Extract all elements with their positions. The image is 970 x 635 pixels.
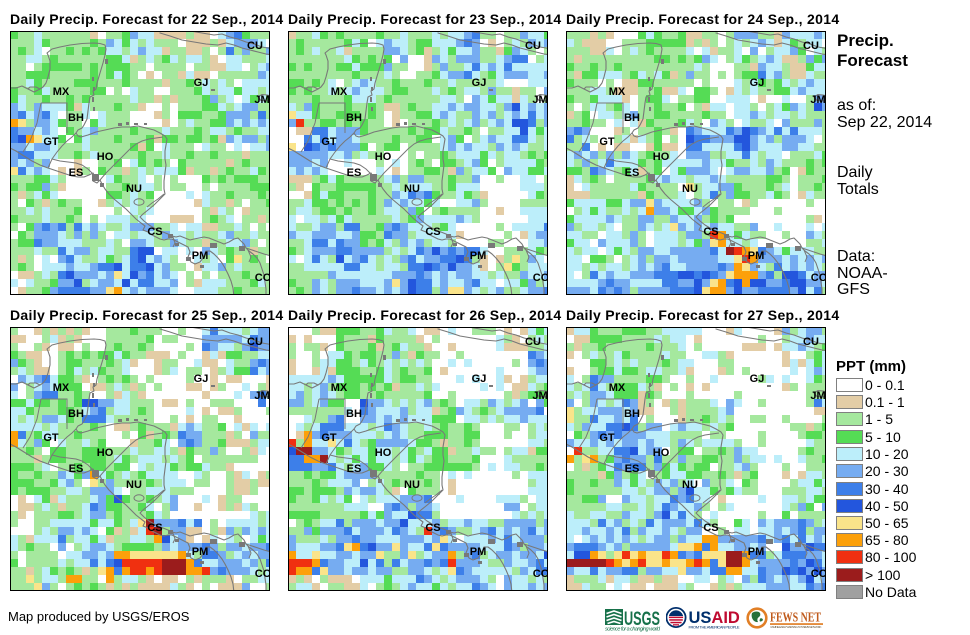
svg-text:MX: MX	[53, 86, 70, 98]
svg-text:GJ: GJ	[750, 373, 765, 385]
svg-text:CO: CO	[533, 568, 548, 580]
svg-text:JM: JM	[532, 94, 547, 106]
svg-text:CS: CS	[703, 226, 718, 238]
svg-text:USAID: USAID	[689, 609, 740, 627]
svg-text:NU: NU	[126, 183, 142, 195]
svg-text:NU: NU	[404, 183, 420, 195]
svg-text:CO: CO	[811, 272, 826, 284]
svg-text:NU: NU	[126, 479, 142, 491]
svg-text:ES: ES	[347, 463, 362, 475]
svg-text:HO: HO	[653, 151, 670, 163]
svg-text:CS: CS	[147, 226, 162, 238]
svg-text:MX: MX	[331, 382, 348, 394]
svg-text:GT: GT	[599, 432, 615, 444]
svg-text:MX: MX	[609, 86, 626, 98]
svg-text:CU: CU	[803, 336, 819, 348]
svg-text:CU: CU	[247, 336, 263, 348]
svg-text:USGS: USGS	[624, 609, 660, 630]
svg-text:PM: PM	[470, 250, 487, 262]
svg-text:PM: PM	[748, 250, 765, 262]
svg-text:BH: BH	[624, 112, 640, 124]
svg-text:CS: CS	[703, 522, 718, 534]
svg-text:FAMINE EARLY WARNING SYSTEMS N: FAMINE EARLY WARNING SYSTEMS NETWORK	[771, 625, 822, 629]
svg-text:GJ: GJ	[194, 373, 209, 385]
svg-text:GJ: GJ	[194, 77, 209, 89]
svg-text:PM: PM	[192, 546, 209, 558]
svg-text:CU: CU	[525, 336, 541, 348]
svg-text:GT: GT	[599, 136, 615, 148]
svg-text:HO: HO	[375, 447, 392, 459]
svg-text:HO: HO	[97, 447, 114, 459]
svg-text:NU: NU	[682, 479, 698, 491]
svg-text:JM: JM	[810, 390, 825, 402]
svg-text:GJ: GJ	[472, 373, 487, 385]
svg-text:ES: ES	[625, 167, 640, 179]
svg-text:PM: PM	[192, 250, 209, 262]
svg-text:PM: PM	[748, 546, 765, 558]
svg-text:CS: CS	[147, 522, 162, 534]
svg-text:ES: ES	[625, 463, 640, 475]
svg-text:BH: BH	[346, 408, 362, 420]
svg-text:GJ: GJ	[750, 77, 765, 89]
svg-text:MX: MX	[53, 382, 70, 394]
svg-text:JM: JM	[254, 390, 269, 402]
svg-text:HO: HO	[375, 151, 392, 163]
svg-text:BH: BH	[68, 112, 84, 124]
svg-text:CO: CO	[255, 568, 270, 580]
svg-text:FEWS NET: FEWS NET	[770, 610, 821, 625]
svg-text:CU: CU	[525, 40, 541, 52]
svg-text:MX: MX	[609, 382, 626, 394]
svg-text:CO: CO	[255, 272, 270, 284]
svg-text:GT: GT	[321, 432, 337, 444]
svg-text:ES: ES	[69, 463, 84, 475]
svg-text:ES: ES	[69, 167, 84, 179]
svg-text:GJ: GJ	[472, 77, 487, 89]
svg-text:JM: JM	[532, 390, 547, 402]
svg-text:GT: GT	[43, 136, 59, 148]
svg-text:GT: GT	[43, 432, 59, 444]
svg-text:CO: CO	[811, 568, 826, 580]
svg-text:MX: MX	[331, 86, 348, 98]
svg-text:CS: CS	[425, 522, 440, 534]
svg-text:CU: CU	[247, 40, 263, 52]
svg-text:GT: GT	[321, 136, 337, 148]
svg-text:PM: PM	[470, 546, 487, 558]
svg-text:CS: CS	[425, 226, 440, 238]
svg-text:NU: NU	[682, 183, 698, 195]
svg-text:HO: HO	[97, 151, 114, 163]
svg-text:HO: HO	[653, 447, 670, 459]
svg-text:science for a changing world: science for a changing world	[605, 627, 661, 633]
svg-text:ES: ES	[347, 167, 362, 179]
svg-text:NU: NU	[404, 479, 420, 491]
svg-text:FROM THE AMERICAN PEOPLE: FROM THE AMERICAN PEOPLE	[689, 625, 740, 630]
svg-text:CU: CU	[803, 40, 819, 52]
svg-text:BH: BH	[624, 408, 640, 420]
svg-text:CO: CO	[533, 272, 548, 284]
svg-text:JM: JM	[810, 94, 825, 106]
svg-text:BH: BH	[346, 112, 362, 124]
svg-text:JM: JM	[254, 94, 269, 106]
svg-text:BH: BH	[68, 408, 84, 420]
